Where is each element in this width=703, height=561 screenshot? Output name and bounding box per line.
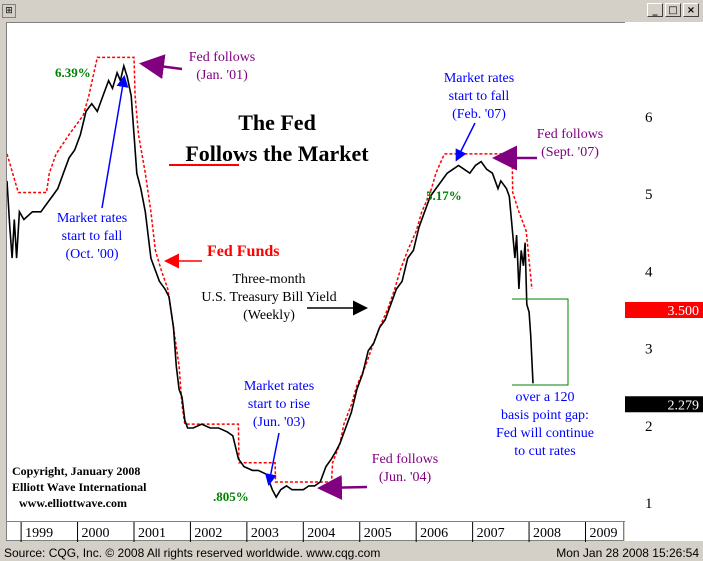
market-fall-oct00-line2: start to fall	[62, 229, 123, 244]
low-2003-label: .805%	[213, 489, 249, 504]
timestamp-text: Mon Jan 28 2008 15:26:54	[556, 546, 699, 560]
fed-follows-jun04-line2: (Jun. '04)	[379, 470, 432, 485]
gap-note-line1: over a 120	[515, 390, 574, 405]
x-tick-label: 2001	[138, 526, 166, 541]
x-tick-label: 2006	[420, 526, 448, 541]
x-tick-label: 2002	[194, 526, 222, 541]
chart-svg: The Fed Follows the Market Fed follows (…	[6, 50, 604, 510]
status-footer: Source: CQG, Inc. © 2008 All rights rese…	[0, 544, 703, 561]
market-fall-oct00-arrow	[101, 75, 129, 209]
y-tick-label: 4	[645, 264, 653, 280]
fed-follows-jun04-arrow	[317, 475, 368, 501]
market-rise-jun03-line2: start to rise	[248, 397, 310, 412]
y-tick-label: 6	[645, 110, 653, 126]
plot-area: The Fed Follows the Market Fed follows (…	[6, 22, 626, 522]
x-tick-label: 2004	[307, 526, 335, 541]
y-tick-label: 2	[645, 419, 653, 435]
copyright-line1: Copyright, January 2008	[12, 464, 140, 478]
x-axis: 1999 2000 2001 2002 2003 2004 2005 2006 2007 2008…	[6, 521, 624, 542]
fed-follows-sept07-line2: (Sept. '07)	[541, 145, 599, 160]
window-controls: _ □ ×	[647, 3, 699, 17]
tbill-label-line2: U.S. Treasury Bill Yield	[201, 290, 336, 305]
peak-2007-label: 5.17%	[426, 188, 462, 203]
fed-funds-label: Fed Funds	[207, 243, 279, 260]
window-menu-icon[interactable]: ⊞	[2, 4, 16, 18]
market-fall-feb07-line1: Market rates	[444, 71, 514, 86]
market-fall-feb07-line2: start to fall	[449, 89, 510, 104]
fed-funds-last-value-bg	[625, 302, 703, 318]
peak-2000-label: 6.39%	[55, 65, 91, 80]
tbill-last-value-bg	[625, 396, 703, 413]
fed-funds-last-value: 3.500	[668, 304, 700, 319]
x-tick-label: 2005	[364, 526, 392, 541]
gap-note-line3: Fed will continue	[496, 426, 594, 441]
minimize-button[interactable]: _	[647, 3, 663, 17]
fed-follows-jan01-arrow	[139, 54, 183, 80]
tbill-last-value: 2.279	[668, 398, 700, 413]
x-axis-svg: 1999 2000 2001 2002 2003 2004 2005 2006 2007 2008…	[20, 522, 617, 542]
fed-funds-line	[6, 56, 533, 483]
maximize-button[interactable]: □	[665, 3, 681, 17]
fed-follows-jan01-line2: (Jan. '01)	[196, 68, 248, 83]
x-tick-label: 2008	[533, 526, 561, 541]
copyright-line2: Elliott Wave International	[12, 480, 147, 494]
y-tick-label: 5	[645, 187, 653, 203]
chart-title-line1: The Fed	[238, 110, 316, 135]
fed-follows-jun04-line1: Fed follows	[372, 452, 439, 467]
market-fall-feb07-line3: (Feb. '07)	[452, 107, 506, 122]
gap-note-line2: basis point gap:	[501, 408, 589, 423]
x-tick-label: 2007	[477, 526, 505, 541]
y-tick-label: 1	[645, 496, 653, 512]
x-tick-label: 2003	[251, 526, 279, 541]
gap-bracket	[512, 298, 569, 386]
tbill-label-line3: (Weekly)	[243, 308, 295, 323]
y-tick-label: 3	[645, 342, 653, 358]
tbill-label-line1: Three-month	[232, 272, 305, 287]
market-rise-jun03-line1: Market rates	[244, 379, 314, 394]
source-text: Source: CQG, Inc. © 2008 All rights rese…	[4, 546, 381, 560]
y-axis-svg: 1 2 3 4 5 6 3.500 2.279	[625, 110, 703, 512]
y-axis: 1 2 3 4 5 6 3.500 2.279	[625, 22, 703, 541]
chart-title-line2: Follows the Market	[185, 141, 369, 166]
copyright-line3: www.elliottwave.com	[19, 496, 127, 510]
x-tick-label: 1999	[25, 526, 53, 541]
x-tick-label: 2000	[82, 526, 110, 541]
market-fall-feb07-arrow	[455, 122, 476, 162]
market-rise-jun03-line3: (Jun. '03)	[253, 415, 306, 430]
fed-follows-sept07-line1: Fed follows	[537, 127, 604, 142]
market-rise-jun03-arrow	[264, 432, 280, 486]
market-fall-oct00-line1: Market rates	[57, 211, 127, 226]
market-fall-oct00-line3: (Oct. '00)	[65, 247, 118, 262]
gap-note-line4: to cut rates	[514, 444, 575, 459]
close-button[interactable]: ×	[683, 3, 699, 17]
fed-follows-jan01-line1: Fed follows	[189, 50, 256, 65]
tbill-yield-line	[6, 62, 534, 499]
x-tick-label: 2009	[589, 526, 617, 541]
